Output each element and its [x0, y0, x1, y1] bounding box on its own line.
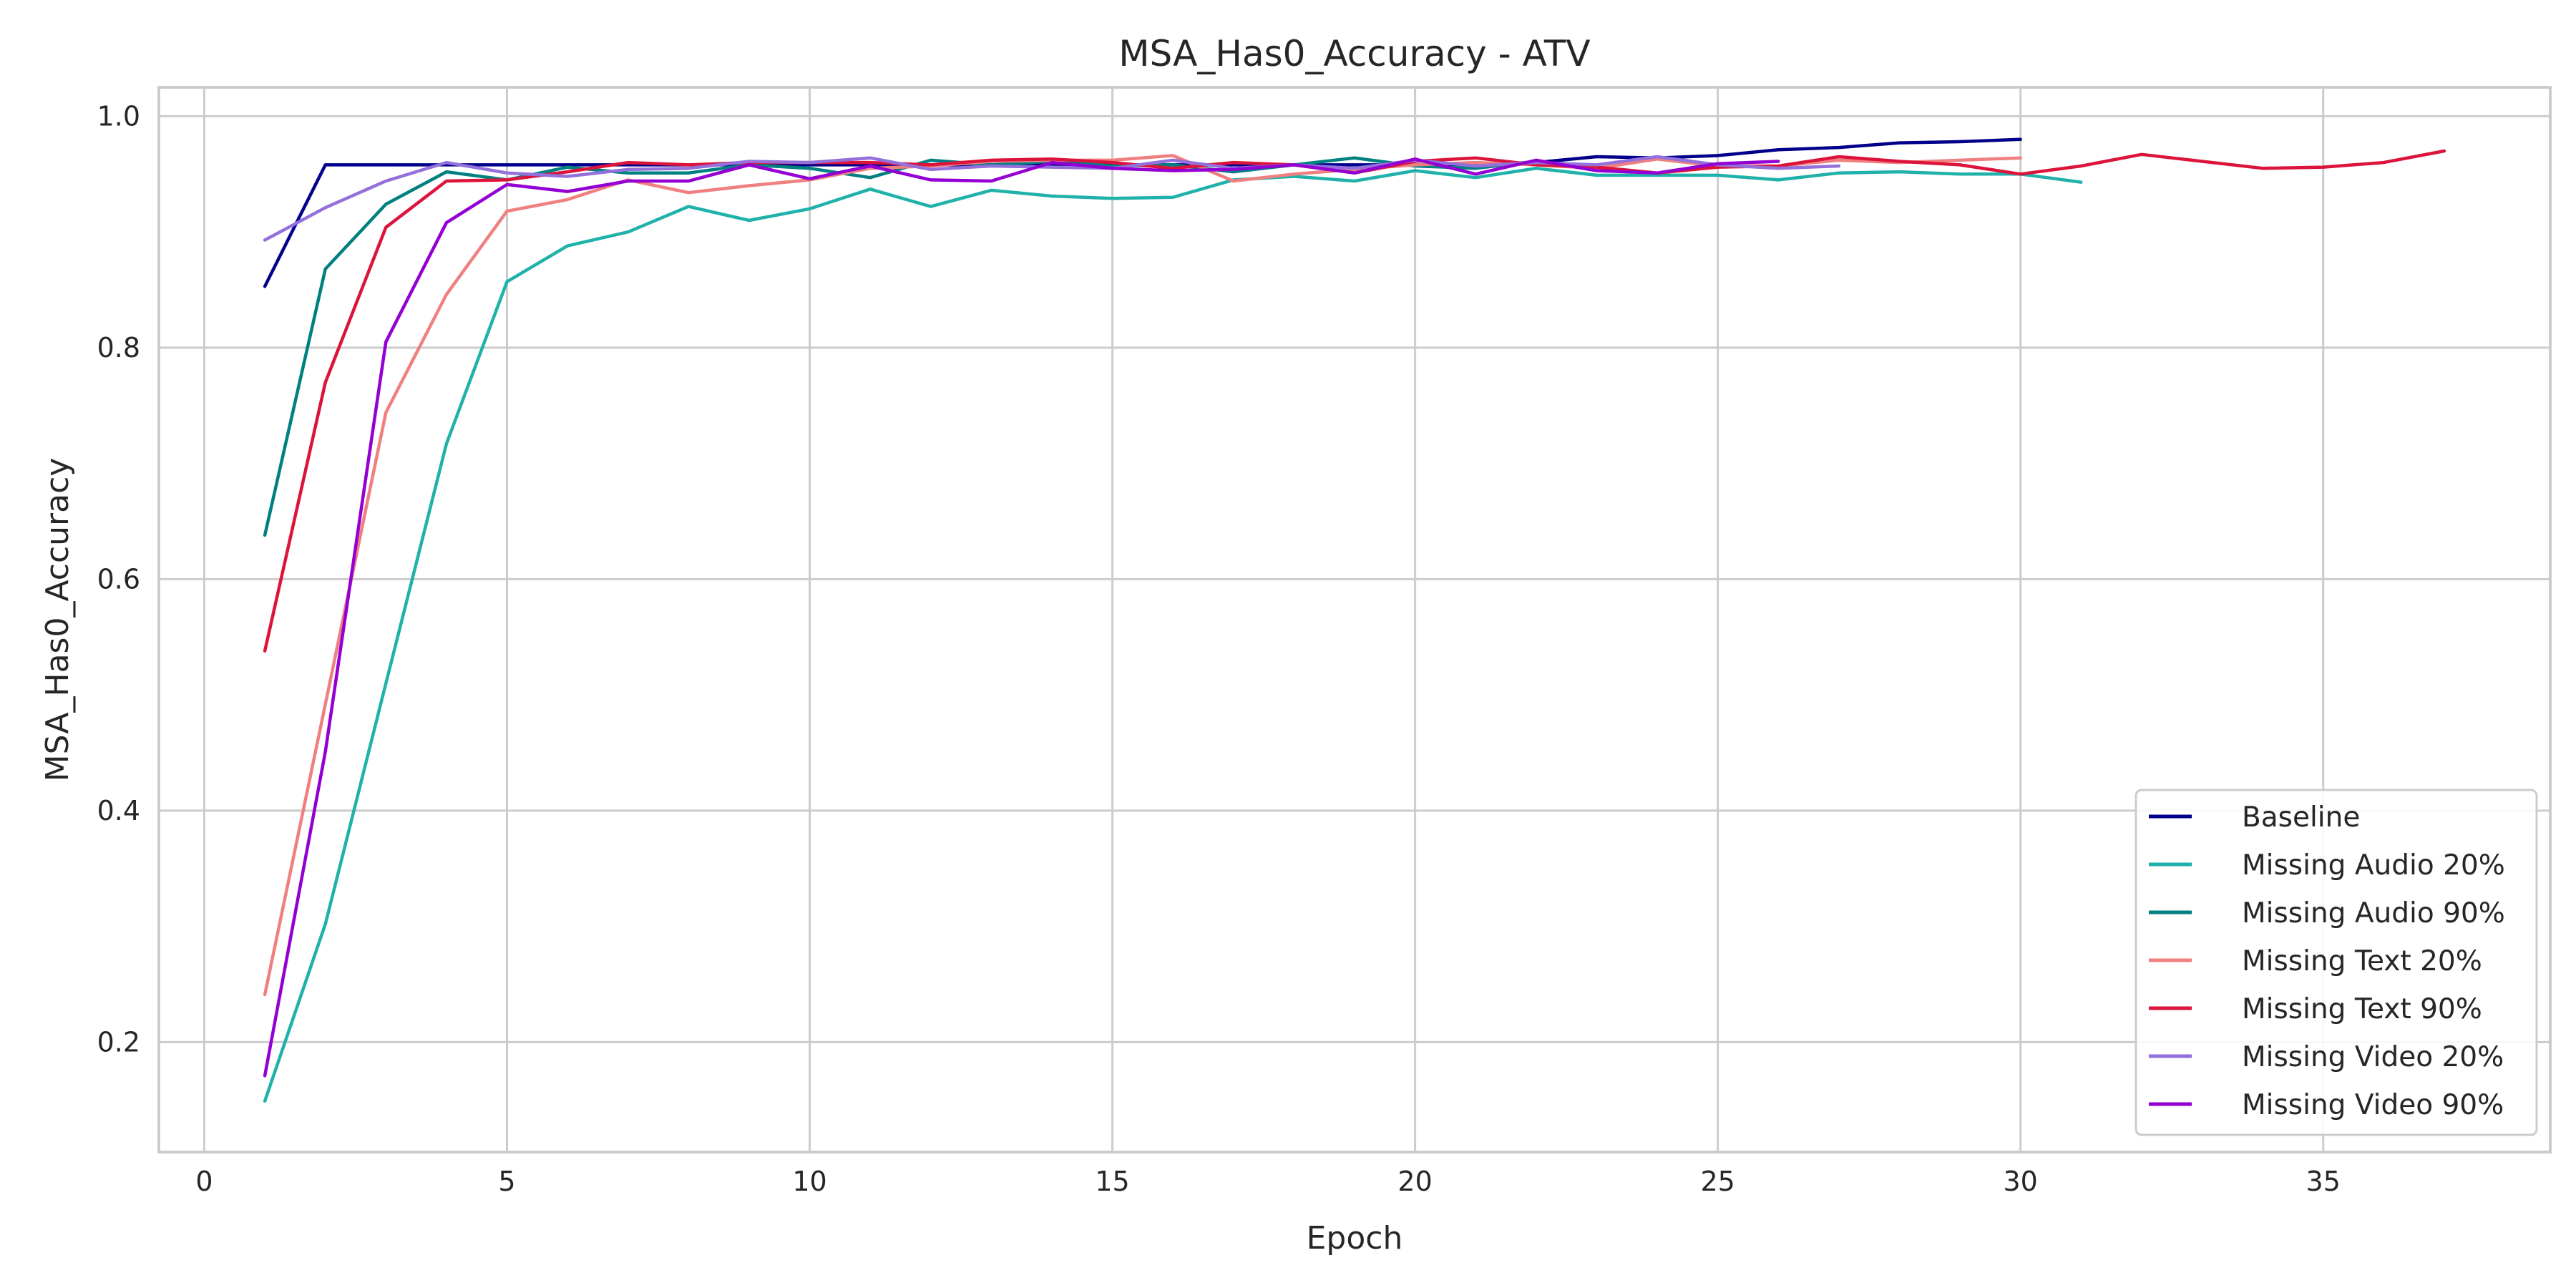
legend-item-missing-text-90: Missing Text 90% — [2149, 993, 2482, 1025]
x-tick-label: 35 — [2306, 1166, 2341, 1197]
legend-item-missing-text-20: Missing Text 20% — [2149, 945, 2482, 977]
legend-label: Missing Text 20% — [2242, 945, 2482, 977]
legend-item-missing-video-90: Missing Video 90% — [2149, 1089, 2504, 1121]
y-axis-label: MSA_Has0_Accuracy — [39, 458, 76, 782]
tick-layer: 0 5 10 15 20 25 30 35 0.2 0.4 0.6 0.8 1.0 — [97, 100, 2341, 1197]
series-line-missing-audio-90 — [263, 156, 1599, 537]
y-tick-label: 1.0 — [97, 100, 140, 132]
x-tick-label: 0 — [195, 1166, 213, 1197]
series-layer — [263, 137, 2446, 1103]
legend-items: Baseline Missing Audio 20% Missing Audio 9… — [2149, 801, 2505, 1121]
legend-item-missing-audio-90: Missing Audio 90% — [2149, 897, 2505, 930]
legend-label: Missing Text 90% — [2242, 993, 2482, 1025]
x-tick-label: 25 — [1700, 1166, 1735, 1197]
legend: Baseline Missing Audio 20% Missing Audio 9… — [2135, 789, 2538, 1136]
plot-frame — [157, 86, 2552, 1153]
x-tick-label: 10 — [792, 1166, 826, 1197]
legend-item-missing-audio-20: Missing Audio 20% — [2149, 849, 2505, 882]
legend-label: Missing Video 20% — [2242, 1041, 2504, 1073]
y-tick-label: 0.2 — [97, 1026, 140, 1058]
legend-label: Missing Video 90% — [2242, 1089, 2504, 1121]
y-tick-label: 0.8 — [97, 332, 140, 364]
y-tick-label: 0.6 — [97, 563, 140, 595]
y-tick-label: 0.4 — [97, 795, 140, 826]
series-line-missing-video-90 — [263, 157, 1780, 1078]
x-tick-label: 5 — [498, 1166, 515, 1197]
chart-title: MSA_Has0_Accuracy - ATV — [1118, 33, 1590, 74]
legend-label: Missing Audio 90% — [2242, 897, 2505, 930]
x-tick-label: 20 — [1397, 1166, 1432, 1197]
x-tick-label: 15 — [1095, 1166, 1129, 1197]
series-line-missing-video-20 — [263, 155, 1841, 242]
legend-label: Baseline — [2242, 801, 2360, 834]
series-line-missing-audio-20 — [263, 166, 2083, 1103]
x-axis-label: Epoch — [1307, 1220, 1403, 1257]
legend-box — [2135, 789, 2538, 1136]
legend-label: Missing Audio 20% — [2242, 849, 2505, 882]
legend-item-baseline: Baseline — [2149, 801, 2360, 834]
x-tick-label: 30 — [2004, 1166, 2038, 1197]
legend-item-missing-video-20: Missing Video 20% — [2149, 1041, 2504, 1073]
